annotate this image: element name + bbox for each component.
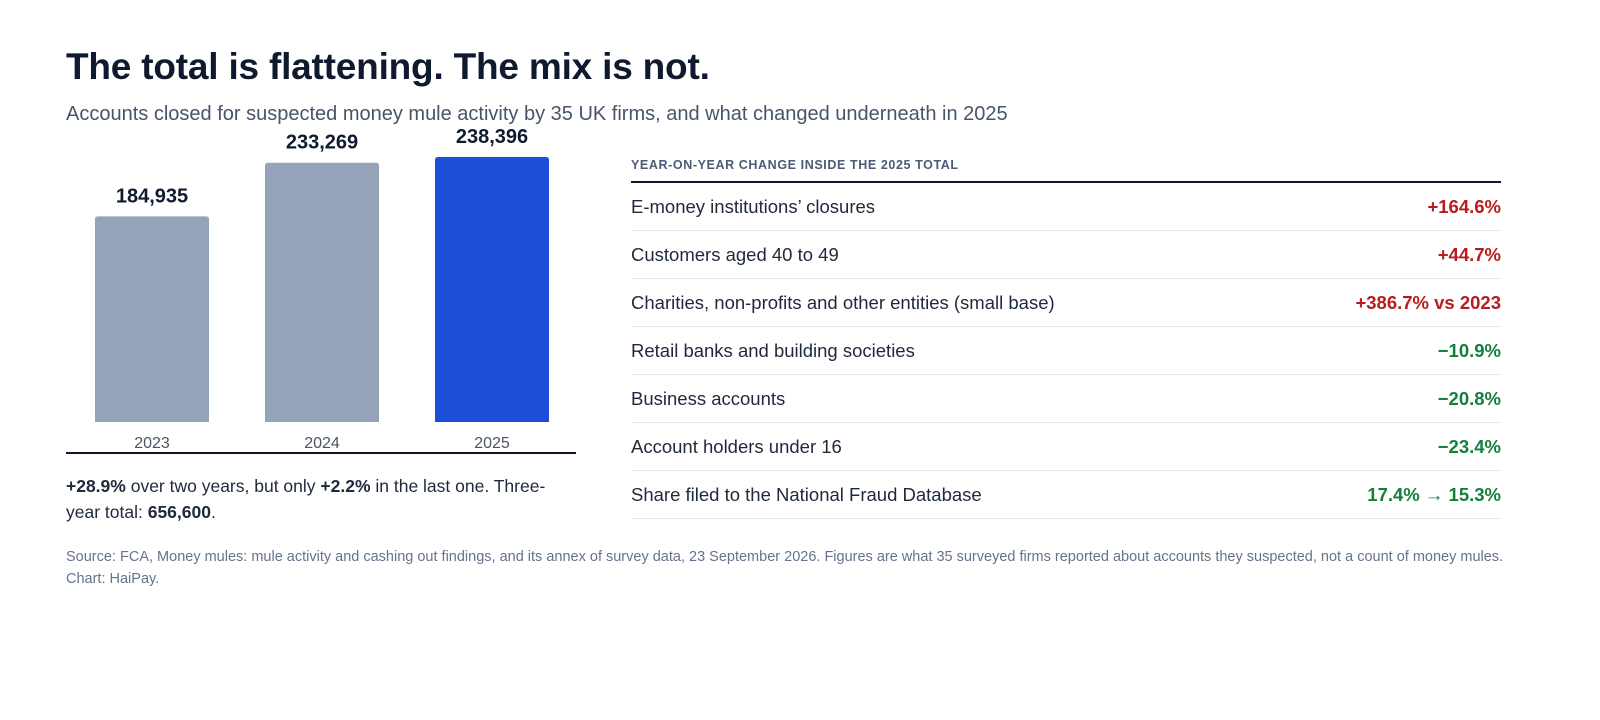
row-value: −23.4% [1437, 435, 1501, 457]
table-row: Retail banks and building societies −10.… [631, 327, 1501, 375]
row-value: +164.6% [1427, 195, 1501, 217]
table-row: Share filed to the National Fraud Databa… [631, 471, 1501, 519]
page-subtitle: Accounts closed for suspected money mule… [66, 103, 1008, 125]
table-row: Charities, non-profits and other entitie… [631, 279, 1501, 327]
row-label: Account holders under 16 [631, 435, 842, 457]
row-label: Charities, non-profits and other entitie… [631, 291, 1055, 313]
bar-value-label: 184,935 [116, 185, 188, 207]
three-year-total: 656,600 [147, 502, 211, 522]
row-label: Customers aged 40 to 49 [631, 243, 839, 265]
x-tick-label: 2024 [304, 435, 340, 452]
table-heading: Year-on-year change inside the 2025 tota… [631, 158, 1501, 183]
row-value: −20.8% [1437, 387, 1501, 409]
row-value: +44.7% [1437, 243, 1501, 265]
row-label: Business accounts [631, 387, 786, 409]
note-text-1: over two years, but only [125, 476, 321, 496]
bar-2025 [435, 157, 549, 422]
bar-value-label: 233,269 [286, 132, 358, 154]
note-text-3: . [210, 502, 216, 522]
bar-value-label: 238,396 [456, 126, 528, 148]
chart-summary-note: +28.9% over two years, but only +2.2% in… [66, 473, 576, 525]
table-row: Customers aged 40 to 49 +44.7% [631, 231, 1501, 279]
last-year-change: +2.2% [320, 476, 371, 496]
row-label: Retail banks and building societies [631, 339, 915, 361]
change-table: Year-on-year change inside the 2025 tota… [631, 158, 1501, 519]
page-title: The total is flattening. The mix is not. [66, 46, 710, 87]
row-value: −10.9% [1437, 339, 1501, 361]
two-year-change: +28.9% [66, 476, 126, 496]
table-row: E-money institutions’ closures +164.6% [631, 183, 1501, 231]
row-value: +386.7% vs 2023 [1355, 291, 1501, 313]
row-label: Share filed to the National Fraud Databa… [631, 483, 982, 505]
table-row: Business accounts −20.8% [631, 375, 1501, 423]
row-label: E-money institutions’ closures [631, 195, 876, 217]
x-tick-label: 2023 [134, 435, 170, 452]
bar-chart-svg: 184,935 2023 233,269 2024 238,396 2025 [66, 126, 576, 454]
row-value: 17.4% → 15.3% [1367, 483, 1501, 505]
bar-2023 [95, 216, 209, 422]
table-row: Account holders under 16 −23.4% [631, 423, 1501, 471]
bar-2024 [265, 162, 379, 422]
x-tick-label: 2025 [474, 435, 510, 452]
bar-chart: 184,935 2023 233,269 2024 238,396 2025 [66, 120, 576, 455]
source-note: Source: FCA, Money mules: mule activity … [66, 549, 1504, 587]
note-text-2: in the last one. Three-year total: [66, 476, 546, 522]
